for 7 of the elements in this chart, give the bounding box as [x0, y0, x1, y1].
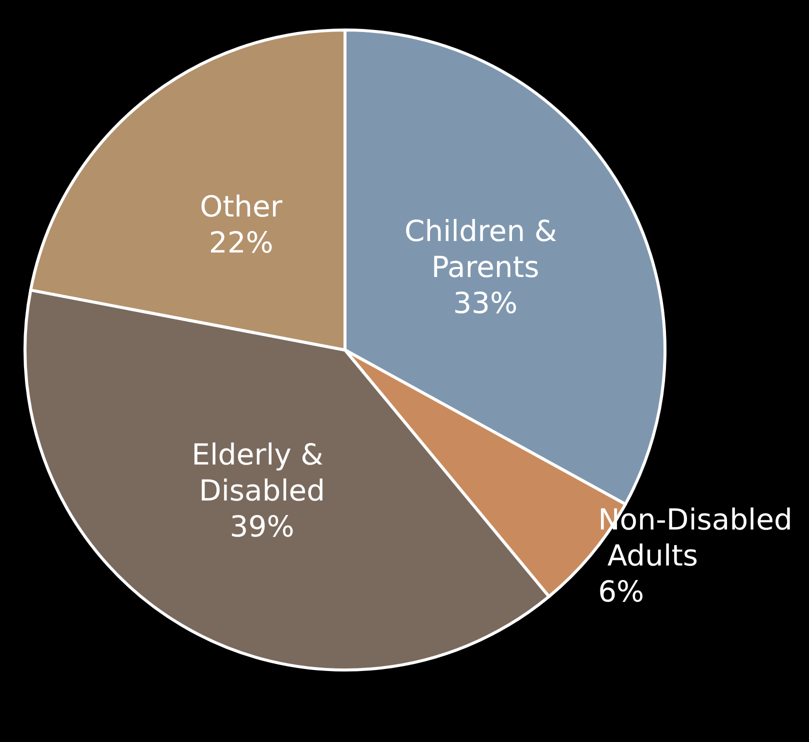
- slice-label: Other: [200, 189, 282, 224]
- data-label: 33%: [453, 286, 518, 320]
- data-label: 6%: [598, 574, 644, 608]
- slice-label: Elderly & Disabled: [192, 437, 332, 508]
- data-label: 22%: [208, 225, 274, 260]
- slice-label: Children & Parents: [404, 214, 566, 284]
- data-label: 39%: [230, 509, 294, 544]
